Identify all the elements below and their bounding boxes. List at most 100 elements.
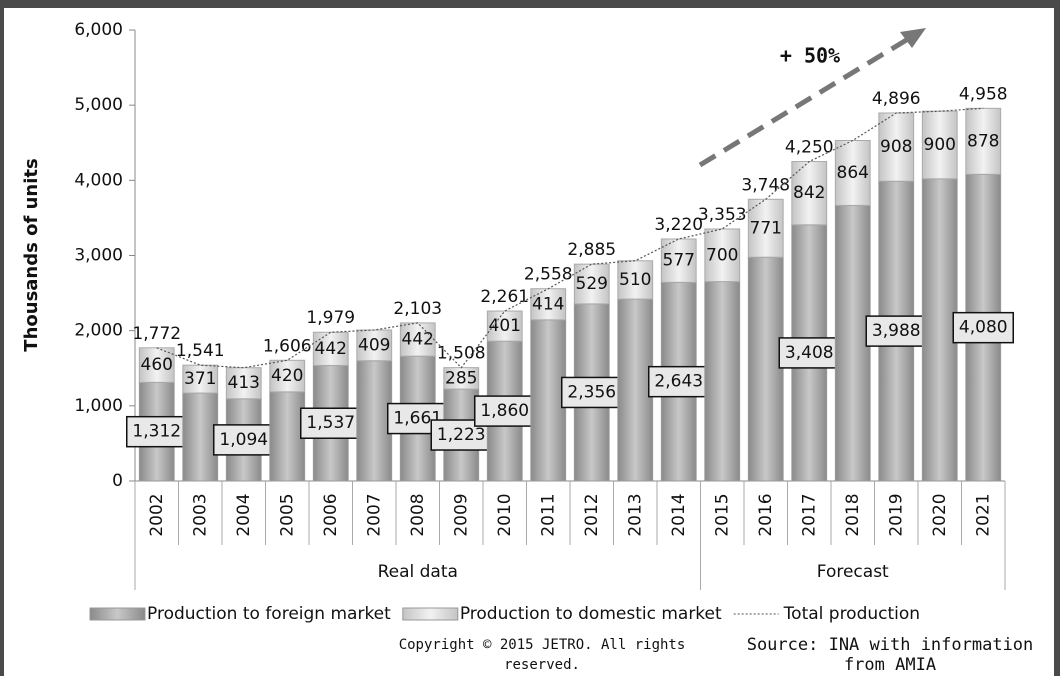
foreign-label: 1,312 [126, 415, 188, 448]
text-line: reserved. [504, 657, 580, 673]
bar-foreign [747, 256, 784, 482]
total-line [156, 107, 984, 369]
total-label: 2,885 [567, 240, 616, 260]
bar-domestic [834, 139, 871, 206]
foreign-value-label: 3,988 [872, 321, 921, 341]
bar-domestic [356, 329, 393, 362]
bar-domestic [182, 364, 219, 394]
x-tick-label: 2003 [190, 493, 210, 536]
foreign-label: 1,537 [300, 407, 362, 439]
bar-foreign [704, 281, 741, 482]
bar-foreign [834, 204, 871, 482]
x-tick-label: 2002 [147, 493, 167, 536]
label-box [561, 376, 623, 409]
domestic-label: 842 [793, 183, 825, 203]
foreign-value-label: 1,223 [437, 425, 486, 445]
bar-foreign [617, 298, 654, 482]
total-label: 1,508 [437, 344, 486, 364]
foreign-value-label: 2,356 [567, 382, 616, 402]
x-tick-label: 2018 [843, 493, 863, 536]
domestic-label: 285 [445, 368, 477, 388]
y-tick-label: 4,000 [74, 170, 123, 190]
total-label: 1,979 [306, 308, 355, 328]
legend-swatch [89, 607, 146, 621]
foreign-label: 2,643 [648, 365, 710, 398]
bar-domestic [704, 228, 741, 283]
domestic-label: 510 [619, 270, 651, 290]
x-tick-label: 2019 [886, 493, 906, 536]
foreign-label: 2,356 [561, 376, 623, 409]
total-label: 1,541 [176, 341, 225, 361]
y-tick-label: 0 [112, 471, 123, 491]
domestic-label: 460 [141, 355, 173, 375]
bar-domestic [921, 110, 958, 180]
x-tick-label: 2011 [538, 493, 558, 536]
x-tick-label: 2008 [408, 493, 428, 536]
x-tick-label: 2007 [364, 493, 384, 536]
domestic-label: 878 [967, 131, 999, 151]
total-label: 4,896 [872, 89, 921, 109]
legend-label: Production to domestic market [460, 604, 722, 624]
y-tick-label: 5,000 [74, 95, 123, 115]
y-tick-label: 2,000 [74, 321, 123, 341]
domestic-label: 414 [532, 294, 564, 314]
domestic-label: 577 [663, 251, 695, 271]
total-label: 4,958 [959, 84, 1008, 104]
x-tick-label: 2010 [495, 493, 515, 536]
x-tick-label: 2004 [234, 493, 254, 536]
y-axis-label: Thousands of units [21, 158, 42, 351]
x-tick-label: 2009 [451, 493, 471, 536]
x-tick-label: 2021 [973, 493, 993, 536]
label-box [430, 419, 492, 451]
foreign-label: 3,408 [778, 337, 840, 369]
y-tick-label: 1,000 [74, 396, 123, 416]
foreign-label: 1,223 [430, 419, 492, 451]
bar-foreign [921, 178, 958, 482]
x-tick-label: 2005 [277, 493, 297, 536]
y-tick-label: 3,000 [74, 246, 123, 266]
x-tick-label: 2017 [799, 493, 819, 536]
label-box [865, 315, 927, 347]
legend-swatch [402, 607, 459, 621]
total-label: 3,220 [654, 215, 703, 235]
copyright-text: Copyright © 2015 JETRO. All rights [399, 637, 686, 653]
domestic-label: 413 [228, 373, 260, 393]
x-tick-label: 2012 [582, 493, 602, 536]
domestic-label: 420 [271, 366, 303, 386]
foreign-value-label: 2,643 [654, 372, 703, 392]
total-label: 4,250 [785, 138, 834, 158]
foreign-label: 1,860 [474, 395, 536, 427]
bar-domestic [486, 310, 523, 342]
label-box [952, 311, 1014, 344]
x-tick-label: 2006 [321, 493, 341, 536]
bar-domestic [530, 288, 567, 321]
domestic-label: 700 [706, 245, 738, 265]
text-line: from AMIA [844, 655, 936, 675]
bar-foreign [356, 360, 393, 482]
domestic-label: 771 [750, 218, 782, 238]
y-tick-label: 6,000 [74, 20, 123, 40]
foreign-value-label: 1,537 [306, 413, 355, 433]
domestic-label: 900 [924, 135, 956, 155]
domestic-label: 442 [402, 330, 434, 350]
domestic-label: 401 [489, 316, 521, 336]
bar-domestic [269, 359, 306, 393]
total-label: 2,261 [480, 287, 529, 307]
group-label: Real data [378, 562, 458, 582]
label-box [474, 395, 536, 427]
bar-foreign [182, 392, 219, 482]
domestic-label: 864 [837, 163, 869, 183]
domestic-label: 908 [880, 137, 912, 157]
domestic-label: 409 [358, 335, 390, 355]
domestic-label: 442 [315, 339, 347, 359]
legend-label: Production to foreign market [147, 604, 391, 624]
copyright: Copyright © 2015 JETRO. All rights reserv… [399, 637, 686, 673]
legend-label: Total production [783, 604, 920, 624]
bar-domestic [617, 260, 654, 300]
domestic-label: 371 [184, 369, 216, 389]
label-box [126, 415, 188, 448]
trend-arrow [698, 30, 920, 168]
bar-domestic [225, 367, 262, 400]
foreign-value-label: 1,094 [219, 430, 268, 450]
